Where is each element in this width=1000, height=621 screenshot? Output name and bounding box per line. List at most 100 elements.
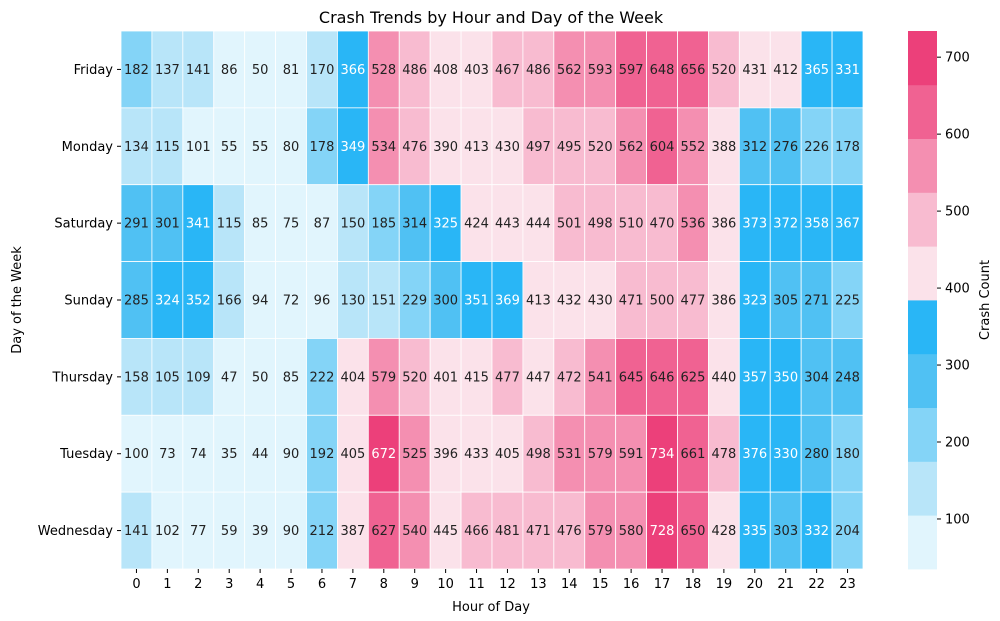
cell-value-label: 180 (835, 447, 860, 462)
cell-value-label: 405 (340, 447, 365, 462)
cell-value-label: 335 (742, 524, 767, 539)
heatmap-cell (522, 338, 555, 416)
cell-value-label: 304 (804, 370, 829, 385)
cell-value-label: 495 (557, 140, 582, 155)
cell-value-label: 500 (650, 294, 675, 309)
cell-value-label: 72 (283, 294, 300, 309)
heatmap-cell (213, 107, 246, 186)
cell-value-label: 597 (619, 63, 644, 78)
heatmap-cell (306, 414, 338, 493)
cell-value-label: 170 (310, 63, 335, 78)
cell-value-label: 672 (371, 447, 396, 462)
y-tick-labels: Friday Monday Saturday Sunday Thursday Tuesda… (38, 63, 121, 539)
heatmap-cell (491, 184, 524, 262)
cell-value-label: 141 (124, 524, 149, 539)
heatmap-cell (151, 491, 184, 570)
heatmap-cell (615, 491, 647, 570)
cell-value-label: 85 (283, 370, 300, 385)
heatmap-cell (398, 491, 431, 570)
heatmap-cell (182, 261, 215, 339)
heatmap-cell (182, 30, 215, 109)
heatmap-cell (584, 107, 617, 186)
cell-value-label: 373 (742, 217, 767, 232)
cell-value-label: 185 (371, 217, 396, 232)
heatmap-cell (460, 30, 493, 109)
cell-value-label: 627 (371, 524, 396, 539)
cell-value-label: 369 (495, 294, 520, 309)
heatmap-cell (584, 184, 617, 262)
cell-value-label: 35 (221, 447, 238, 462)
heatmap-cell (646, 184, 678, 262)
heatmap-cell (677, 491, 709, 570)
heatmap-cell (367, 338, 400, 416)
cell-value-label: 96 (314, 294, 331, 309)
cell-value-label: 466 (464, 524, 489, 539)
colorbar-segment (908, 515, 937, 570)
cell-value-label: 323 (742, 294, 767, 309)
cell-value-label: 130 (340, 294, 365, 309)
heatmap-cell (151, 338, 184, 416)
cell-value-label: 413 (526, 294, 551, 309)
cell-value-label: 520 (588, 140, 613, 155)
cell-value-label: 158 (124, 370, 149, 385)
heatmap-cell (182, 338, 215, 416)
cell-value-label: 59 (221, 524, 238, 539)
x-tick-label: 13 (530, 577, 547, 592)
cell-value-label: 87 (314, 217, 331, 232)
colorbar-tick-label: 100 (945, 512, 970, 527)
cell-value-label: 55 (252, 140, 269, 155)
cell-value-label: 476 (402, 140, 427, 155)
heatmap-cell (120, 414, 153, 493)
cell-value-label: 331 (835, 63, 860, 78)
cell-value-label: 432 (557, 294, 582, 309)
x-tick-label: 9 (411, 577, 419, 592)
cell-value-label: 445 (433, 524, 458, 539)
colorbar-tick-label: 300 (945, 359, 970, 374)
cell-value-label: 90 (283, 447, 300, 462)
heatmap-cell (738, 107, 771, 186)
cell-value-label: 431 (742, 63, 767, 78)
cell-value-label: 728 (650, 524, 675, 539)
cell-value-label: 593 (588, 63, 613, 78)
x-tick-label: 1 (163, 577, 171, 592)
heatmap-cell (182, 107, 215, 186)
x-tick-label: 16 (623, 577, 640, 592)
heatmap-cell (677, 261, 709, 339)
heatmap-cell (460, 491, 493, 570)
cell-value-label: 645 (619, 370, 644, 385)
cell-value-label: 166 (217, 294, 242, 309)
cell-value-label: 562 (557, 63, 582, 78)
heatmap-cell (306, 491, 338, 570)
heatmap-cell (306, 184, 338, 262)
x-tick-label: 20 (747, 577, 764, 592)
cell-value-label: 477 (495, 370, 520, 385)
cell-value-label: 357 (742, 370, 767, 385)
cell-value-label: 312 (742, 140, 767, 155)
cell-value-label: 115 (217, 217, 242, 232)
x-tick-label: 2 (194, 577, 202, 592)
heatmap-cell (337, 338, 369, 416)
heatmap-cell (831, 261, 864, 339)
cell-value-label: 396 (433, 447, 458, 462)
cell-value-label: 443 (495, 217, 520, 232)
cell-value-label: 73 (159, 447, 176, 462)
heatmap-cell (460, 414, 493, 493)
heatmap-cell (615, 338, 647, 416)
heatmap-cell (151, 414, 184, 493)
cell-value-label: 376 (742, 447, 767, 462)
heatmap-cell (800, 261, 833, 339)
heatmap-cell (800, 30, 833, 109)
heatmap-cell (769, 338, 802, 416)
colorbar-segment (908, 31, 937, 86)
cell-value-label: 591 (619, 447, 644, 462)
cell-value-label: 222 (310, 370, 335, 385)
cell-value-label: 467 (495, 63, 520, 78)
colorbar-segment (908, 353, 937, 408)
colorbar-segment (908, 84, 937, 139)
heatmap-cell (677, 414, 709, 493)
cell-value-label: 520 (711, 63, 736, 78)
heatmap-cell (615, 261, 647, 339)
cell-value-label: 413 (464, 140, 489, 155)
heatmap-cell (275, 30, 307, 109)
cell-value-label: 300 (433, 294, 458, 309)
